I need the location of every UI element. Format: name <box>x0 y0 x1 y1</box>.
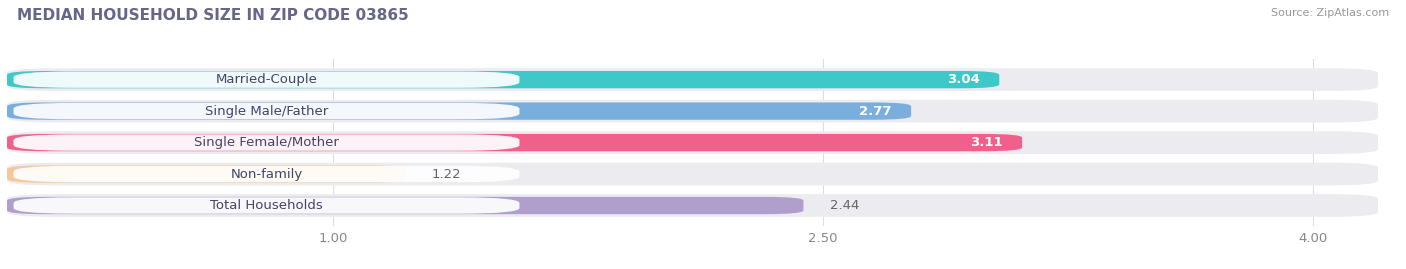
Text: Total Households: Total Households <box>209 199 323 212</box>
Text: 1.22: 1.22 <box>432 168 461 180</box>
FancyBboxPatch shape <box>7 194 1378 217</box>
Text: 3.04: 3.04 <box>946 73 980 86</box>
Text: MEDIAN HOUSEHOLD SIZE IN ZIP CODE 03865: MEDIAN HOUSEHOLD SIZE IN ZIP CODE 03865 <box>17 8 409 23</box>
Text: 3.11: 3.11 <box>970 136 1002 149</box>
FancyBboxPatch shape <box>14 103 519 119</box>
Text: 2.77: 2.77 <box>859 105 891 118</box>
FancyBboxPatch shape <box>14 72 519 88</box>
FancyBboxPatch shape <box>7 197 803 214</box>
FancyBboxPatch shape <box>7 165 405 183</box>
Text: Source: ZipAtlas.com: Source: ZipAtlas.com <box>1271 8 1389 18</box>
Text: Married-Couple: Married-Couple <box>215 73 318 86</box>
FancyBboxPatch shape <box>7 131 1378 154</box>
FancyBboxPatch shape <box>7 68 1378 91</box>
Text: Non-family: Non-family <box>231 168 302 180</box>
FancyBboxPatch shape <box>14 197 519 214</box>
Text: 2.44: 2.44 <box>830 199 859 212</box>
FancyBboxPatch shape <box>7 163 1378 185</box>
Text: Single Male/Father: Single Male/Father <box>205 105 328 118</box>
FancyBboxPatch shape <box>7 100 1378 122</box>
FancyBboxPatch shape <box>14 134 519 151</box>
Text: Single Female/Mother: Single Female/Mother <box>194 136 339 149</box>
FancyBboxPatch shape <box>7 71 1000 88</box>
FancyBboxPatch shape <box>14 166 519 182</box>
FancyBboxPatch shape <box>7 134 1022 151</box>
FancyBboxPatch shape <box>7 102 911 120</box>
